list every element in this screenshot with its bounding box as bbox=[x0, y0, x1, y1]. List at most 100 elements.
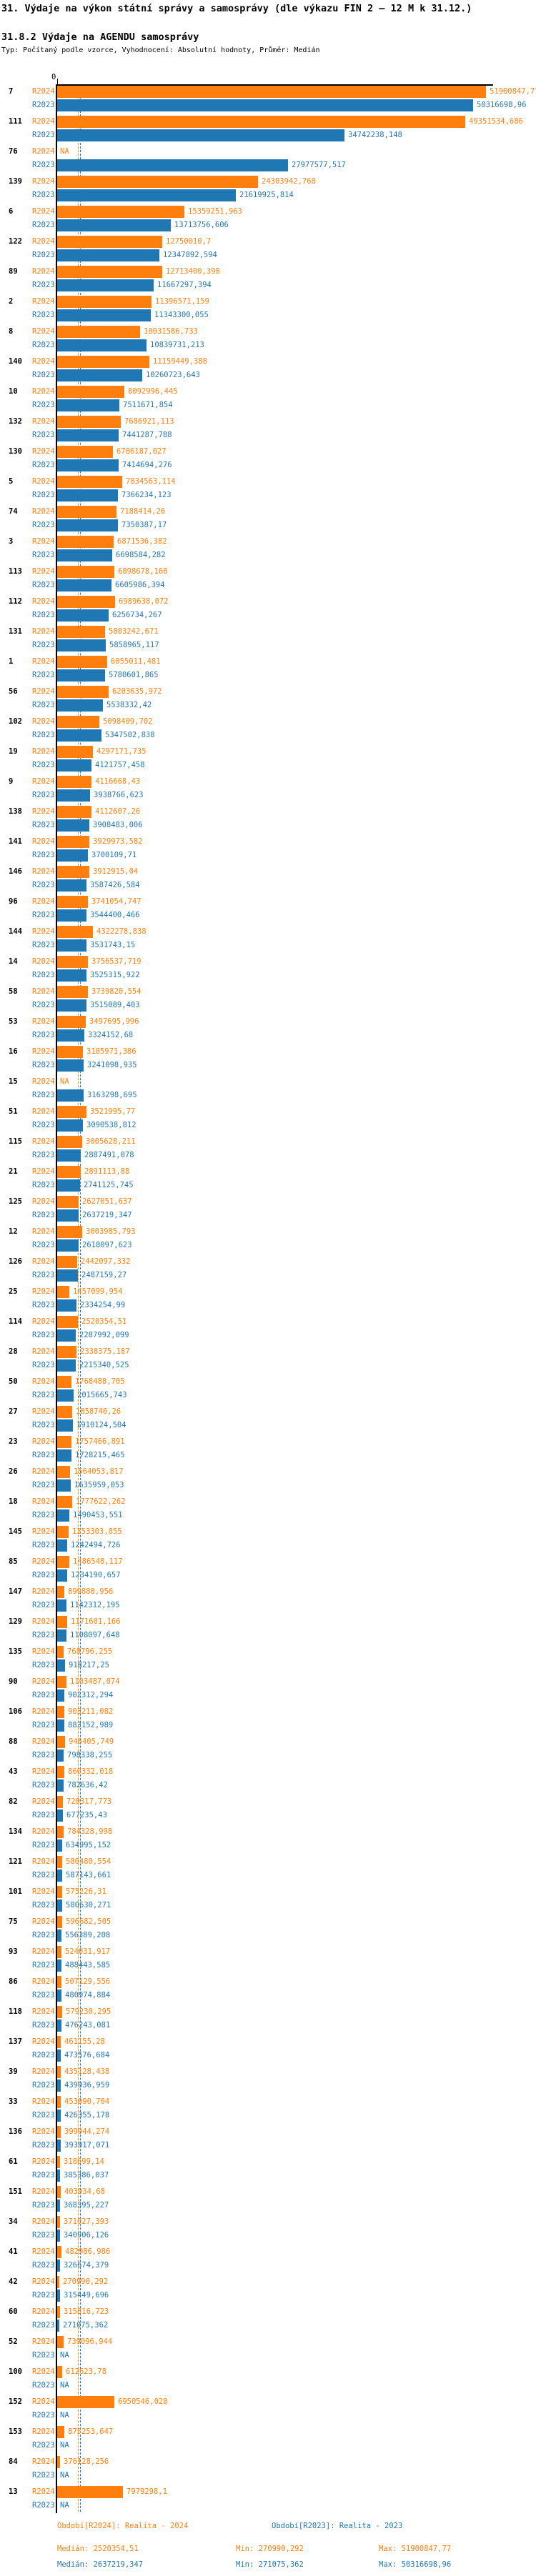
series-label-r2024: R2024 bbox=[32, 927, 55, 936]
value-label-r2023: 5858965,117 bbox=[109, 641, 159, 649]
bar-r2024 bbox=[57, 1616, 67, 1628]
bar-r2023 bbox=[57, 1029, 84, 1042]
value-label-r2024: 49351534,686 bbox=[469, 117, 523, 126]
series-label-r2024: R2024 bbox=[32, 1467, 55, 1476]
value-label-r2023: 473576,684 bbox=[64, 2051, 110, 2060]
bar-r2023 bbox=[57, 489, 118, 501]
series-label-r2024: R2024 bbox=[32, 1827, 55, 1836]
value-label-r2023: 11667297,394 bbox=[157, 281, 212, 289]
chart-group: 13 R2024 7979298,1 R2023 NA bbox=[0, 2485, 536, 2515]
group-id-label: 76 bbox=[9, 147, 18, 156]
x-axis-zero-tick bbox=[57, 79, 58, 84]
bar-r2024 bbox=[57, 2396, 114, 2408]
bar-r2024 bbox=[57, 866, 89, 878]
bar-r2024 bbox=[57, 1226, 82, 1238]
bar-r2024 bbox=[57, 86, 486, 98]
bar-r2023 bbox=[57, 219, 171, 231]
series-label-r2024: R2024 bbox=[32, 777, 55, 786]
bar-r2023 bbox=[57, 1689, 64, 1702]
value-label-r2024: 575226,31 bbox=[66, 1887, 106, 1896]
chart-group: 90 R2024 1103487,074 R2023 902312,294 bbox=[0, 1674, 536, 1704]
group-id-label: 75 bbox=[9, 1917, 18, 1926]
value-label-r2024: 12750010,7 bbox=[166, 237, 212, 246]
group-id-label: 13 bbox=[9, 2487, 18, 2496]
bar-r2023 bbox=[57, 2200, 60, 2212]
group-id-label: 56 bbox=[9, 687, 18, 696]
bar-r2024 bbox=[57, 2366, 62, 2378]
chart-group: 112 R2024 6989638,072 R2023 6256734,267 bbox=[0, 594, 536, 624]
bar-r2024 bbox=[57, 776, 91, 788]
chart-group: 152 R2024 6950546,028 R2023 NA bbox=[0, 2395, 536, 2425]
chart-group: 1 R2024 6055011,481 R2023 5780601,865 bbox=[0, 654, 536, 684]
bar-r2023 bbox=[57, 609, 109, 621]
group-id-label: 19 bbox=[9, 747, 18, 756]
value-label-r2023: 27977577,517 bbox=[292, 161, 346, 169]
group-id-label: 100 bbox=[9, 2367, 22, 2376]
value-label-r2023: 3515089,403 bbox=[90, 1001, 140, 1009]
value-label-r2024: 7979298,1 bbox=[126, 2487, 167, 2496]
value-label-r2023: 918217,25 bbox=[69, 1661, 109, 1669]
bar-r2023 bbox=[57, 2080, 61, 2092]
chart-group: 137 R2024 461155,28 R2023 473576,684 bbox=[0, 2035, 536, 2065]
bar-r2023 bbox=[57, 549, 112, 561]
bar-r2023 bbox=[57, 1839, 62, 1852]
series-label-r2024: R2024 bbox=[32, 447, 55, 456]
value-label-r2023: 3531743,15 bbox=[90, 941, 136, 949]
series-label-r2023: R2023 bbox=[32, 131, 55, 139]
series-label-r2024: R2024 bbox=[32, 2487, 55, 2496]
value-label-r2023: 2887491,078 bbox=[84, 1151, 134, 1159]
bar-r2024 bbox=[57, 2216, 60, 2228]
bar-r2023 bbox=[57, 1479, 71, 1492]
value-label-r2024: 946405,749 bbox=[69, 1737, 114, 1746]
chart-group: 93 R2024 524031,917 R2023 488443,585 bbox=[0, 1945, 536, 1975]
value-label-r2024: 507129,556 bbox=[65, 1977, 111, 1986]
series-label-r2023: R2023 bbox=[32, 281, 55, 289]
value-label-r2024: 899880,956 bbox=[68, 1587, 114, 1596]
x-axis-line bbox=[56, 84, 493, 86]
bar-r2023 bbox=[57, 279, 154, 291]
series-label-r2024: R2024 bbox=[32, 147, 55, 156]
value-label-r2023: 634995,152 bbox=[66, 1841, 111, 1849]
value-label-r2024: 720317,773 bbox=[66, 1797, 112, 1806]
value-label-r2024: 376128,256 bbox=[64, 2457, 109, 2466]
series-label-r2023: R2023 bbox=[32, 1811, 55, 1819]
value-label-r2023: 476243,081 bbox=[65, 2021, 111, 2030]
group-id-label: 111 bbox=[9, 117, 22, 126]
series-label-r2024: R2024 bbox=[32, 957, 55, 966]
value-label-r2023: 10260723,643 bbox=[146, 371, 200, 379]
bar-r2023 bbox=[57, 459, 119, 471]
bar-r2023 bbox=[57, 339, 147, 351]
bar-chart: 0 7 R2024 51900847,77 R2023 50316698,96 111 R2… bbox=[0, 73, 536, 2513]
value-label-r2024: 3521995,77 bbox=[90, 1107, 136, 1116]
chart-group: 75 R2024 596682,505 R2023 556389,208 bbox=[0, 1914, 536, 1945]
series-label-r2023: R2023 bbox=[32, 1241, 55, 1249]
value-label-r2023: 1242494,726 bbox=[71, 1541, 121, 1549]
bar-r2024 bbox=[57, 566, 114, 578]
chart-group: 18 R2024 1777622,262 R2023 1490453,551 bbox=[0, 1494, 536, 1524]
series-label-r2024: R2024 bbox=[32, 2217, 55, 2226]
group-id-label: 118 bbox=[9, 2007, 22, 2016]
bar-r2024 bbox=[57, 596, 115, 608]
chart-group: 7 R2024 51900847,77 R2023 50316698,96 bbox=[0, 84, 536, 114]
series-label-r2024: R2024 bbox=[32, 1887, 55, 1896]
series-label-r2023: R2023 bbox=[32, 1211, 55, 1219]
series-label-r2023: R2023 bbox=[32, 1151, 55, 1159]
series-label-r2024: R2024 bbox=[32, 657, 55, 666]
group-id-label: 151 bbox=[9, 2187, 22, 2196]
value-label-r2023: 7366234,123 bbox=[121, 491, 172, 499]
series-label-r2023: R2023 bbox=[32, 2171, 55, 2180]
series-label-r2024: R2024 bbox=[32, 987, 55, 996]
value-label-r2024: 4112607,26 bbox=[95, 807, 141, 816]
bar-r2023 bbox=[57, 699, 103, 712]
chart-group: 33 R2024 453090,704 R2023 426355,178 bbox=[0, 2095, 536, 2125]
bar-r2023 bbox=[57, 1269, 78, 1282]
chart-group: 86 R2024 507129,556 R2023 480974,884 bbox=[0, 1975, 536, 2005]
group-id-label: 137 bbox=[9, 2037, 22, 2046]
chart-group: 5 R2024 7834563,114 R2023 7366234,123 bbox=[0, 474, 536, 504]
value-label-r2024: 403934,68 bbox=[64, 2187, 105, 2196]
bar-r2023 bbox=[57, 1449, 71, 1462]
value-label-r2024: 4322278,838 bbox=[96, 927, 147, 936]
bar-r2023 bbox=[57, 1990, 61, 2002]
bar-r2024 bbox=[57, 1526, 69, 1538]
bar-r2024 bbox=[57, 896, 88, 908]
